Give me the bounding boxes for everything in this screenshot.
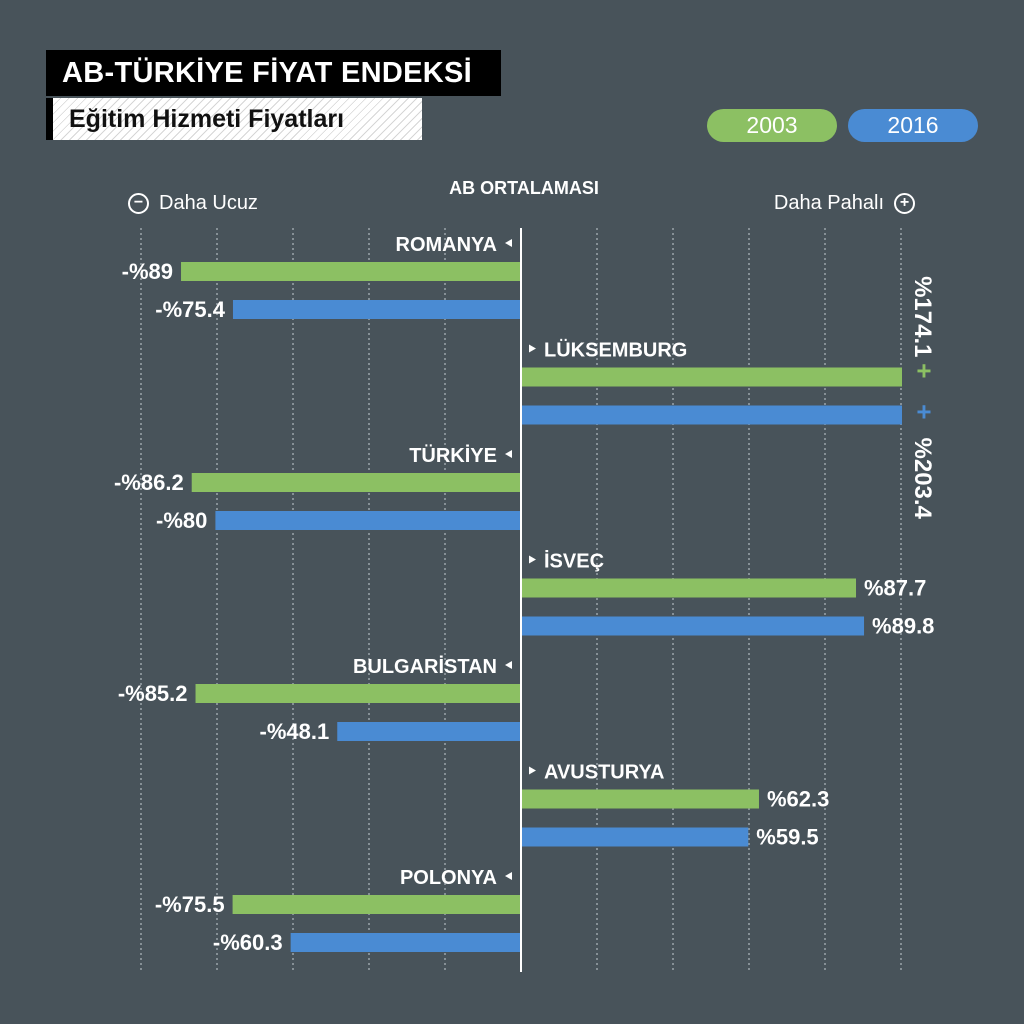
- plus-circle-icon: +: [894, 192, 915, 214]
- expensive-label: Daha Pahalı: [773, 191, 884, 214]
- category-label-2: TÜRKİYE: [409, 444, 497, 467]
- category-label-3: İSVEÇ: [544, 550, 604, 573]
- triangle-left-icon: [505, 872, 512, 880]
- value-label-2003-4: -%85.2: [118, 681, 188, 706]
- bar-2003-1: [521, 367, 902, 387]
- bar-2016-1: [521, 405, 902, 425]
- cheaper-direction: − Daha Ucuz: [128, 188, 258, 218]
- value-label-2003-6: -%75.5: [155, 892, 225, 917]
- value-label-2016-4: -%48.1: [260, 719, 330, 744]
- truncated-marker-2016: +: [916, 397, 931, 427]
- category-label-4: BULGARİSTAN: [353, 655, 497, 678]
- legend-2003: 2003: [707, 109, 837, 142]
- value-label-2003-5: %62.3: [767, 787, 829, 812]
- value-label-2003-0: -%89: [122, 259, 173, 284]
- bar-2003-2: [191, 473, 521, 492]
- category-label-5: AVUSTURYA: [544, 762, 664, 784]
- value-label-2016-1: %203.4: [909, 438, 936, 520]
- chart-title: AB-TÜRKİYE FİYAT ENDEKSİ: [46, 50, 501, 96]
- bar-2016-4: [337, 722, 521, 741]
- legend-2016: 2016: [848, 109, 978, 142]
- triangle-right-icon: [529, 766, 536, 775]
- value-label-2016-0: -%75.4: [155, 297, 225, 322]
- bar-2016-5: [521, 827, 749, 847]
- triangle-right-icon: [529, 344, 536, 353]
- category-label-1: LÜKSEMBURG: [544, 339, 687, 362]
- expensive-direction: Daha Pahalı +: [774, 188, 915, 218]
- bar-2003-5: [521, 789, 759, 809]
- bar-2003-0: [181, 262, 521, 281]
- value-label-2016-5: %59.5: [756, 825, 818, 850]
- triangle-left-icon: [505, 239, 512, 247]
- value-label-2003-2: -%86.2: [114, 470, 184, 495]
- value-label-2016-2: -%80: [156, 508, 207, 533]
- bar-2016-0: [232, 300, 522, 319]
- truncated-marker-2003: +: [916, 356, 931, 386]
- bar-2003-6: [232, 895, 521, 914]
- chart-subtitle: Eğitim Hizmeti Fiyatları: [46, 98, 422, 140]
- bar-2016-2: [215, 511, 521, 530]
- cheaper-label: Daha Ucuz: [159, 191, 258, 214]
- eu-average-label: AB ORTALAMASI: [449, 178, 599, 198]
- category-label-6: POLONYA: [400, 867, 497, 889]
- value-label-2003-1: %174.1: [909, 276, 936, 357]
- triangle-left-icon: [505, 661, 512, 669]
- triangle-left-icon: [505, 450, 512, 458]
- bar-2003-4: [195, 684, 521, 703]
- triangle-right-icon: [529, 555, 536, 564]
- value-label-2016-3: %89.8: [872, 614, 934, 639]
- value-label-2016-6: -%60.3: [213, 930, 283, 955]
- bar-2016-3: [521, 616, 865, 636]
- category-label-0: ROMANYA: [396, 234, 498, 256]
- value-label-2003-3: %87.7: [864, 576, 926, 601]
- bar-2016-6: [290, 933, 521, 952]
- minus-circle-icon: −: [128, 192, 149, 214]
- bar-2003-3: [521, 578, 857, 598]
